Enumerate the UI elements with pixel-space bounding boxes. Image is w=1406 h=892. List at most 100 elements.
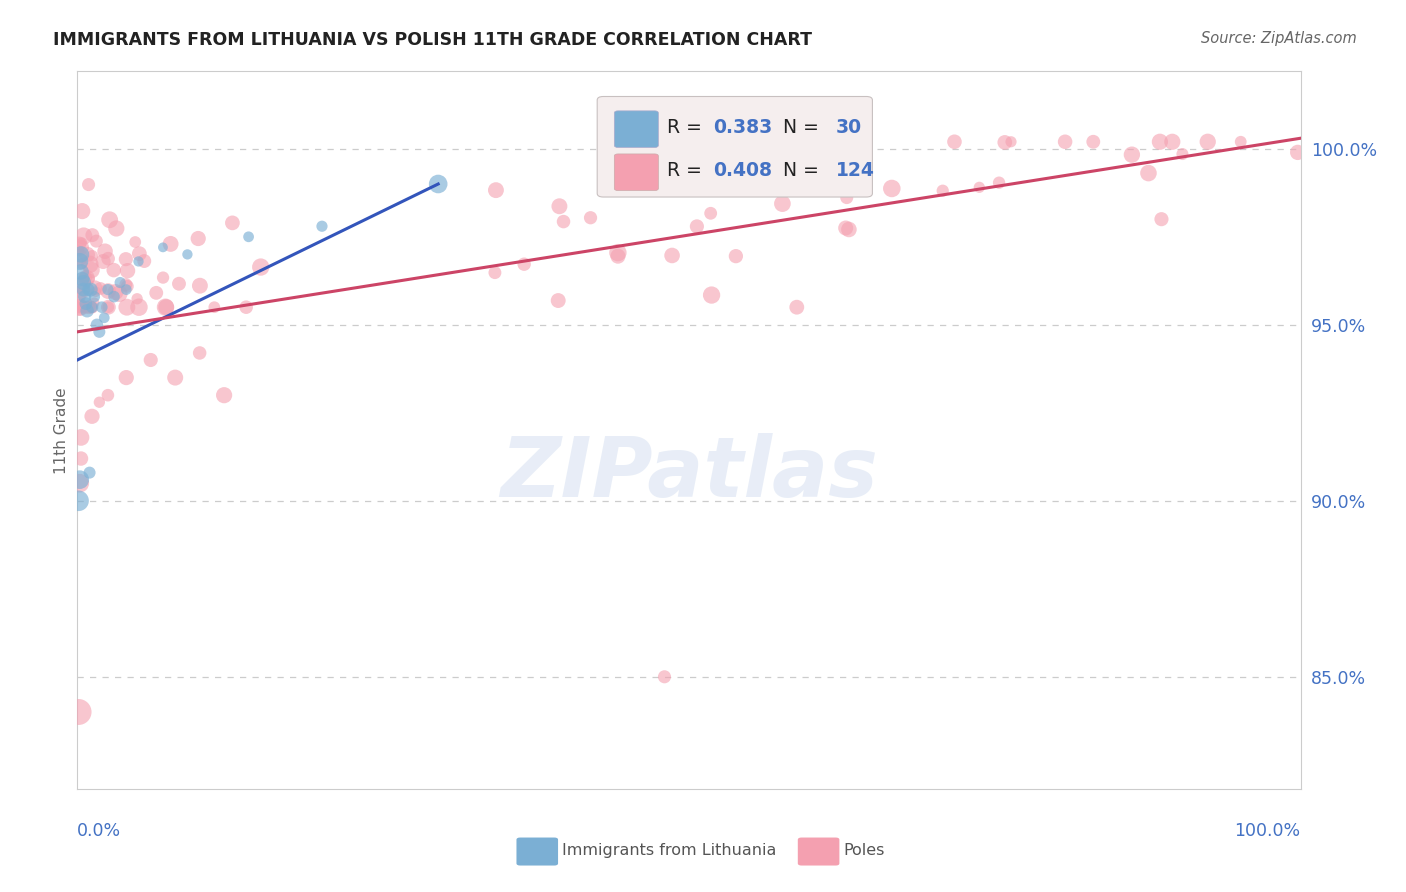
Point xyxy=(86,234,108,248)
Point xyxy=(70,247,93,261)
Point xyxy=(661,248,683,262)
Point xyxy=(76,271,98,285)
Point xyxy=(145,285,167,300)
Point xyxy=(139,353,162,368)
Point xyxy=(1121,147,1143,161)
Point xyxy=(67,288,90,302)
Point xyxy=(70,235,93,250)
Point xyxy=(70,284,93,298)
Point xyxy=(485,183,508,197)
Point xyxy=(93,310,115,325)
Point xyxy=(67,300,90,314)
Text: 124: 124 xyxy=(835,161,875,180)
Point xyxy=(124,235,146,249)
Point xyxy=(70,240,93,254)
Point xyxy=(69,254,91,268)
Text: Poles: Poles xyxy=(844,843,884,858)
Point xyxy=(1171,147,1194,161)
Point xyxy=(187,231,209,245)
Point xyxy=(80,300,103,314)
Point xyxy=(117,279,139,293)
Point xyxy=(654,670,676,684)
Point xyxy=(83,290,105,304)
Point xyxy=(82,228,104,243)
Text: R =: R = xyxy=(666,118,707,136)
Text: 0.0%: 0.0% xyxy=(77,822,121,839)
Point xyxy=(188,346,211,360)
Point xyxy=(547,293,569,308)
Point xyxy=(76,247,98,261)
Point xyxy=(84,285,107,299)
Point xyxy=(548,199,571,213)
FancyBboxPatch shape xyxy=(516,838,558,865)
Y-axis label: 11th Grade: 11th Grade xyxy=(53,387,69,474)
Point xyxy=(1054,135,1077,149)
Point xyxy=(80,283,103,297)
Point xyxy=(606,245,628,260)
Point xyxy=(70,451,93,466)
Text: 30: 30 xyxy=(835,118,862,136)
Point xyxy=(513,257,536,271)
Point xyxy=(152,270,174,285)
Point xyxy=(103,290,125,304)
FancyBboxPatch shape xyxy=(598,96,873,197)
Point xyxy=(700,288,723,302)
Point xyxy=(127,254,149,268)
Point xyxy=(249,260,271,274)
Text: 0.383: 0.383 xyxy=(713,118,773,136)
Point xyxy=(128,246,150,260)
Point xyxy=(835,191,858,205)
Point xyxy=(91,254,114,268)
Point xyxy=(786,300,808,314)
Point xyxy=(84,281,107,295)
Point xyxy=(759,136,782,150)
FancyBboxPatch shape xyxy=(614,111,658,147)
Point xyxy=(751,136,773,150)
Point xyxy=(988,176,1011,190)
Point xyxy=(553,214,575,228)
Point xyxy=(83,295,105,310)
Point xyxy=(155,300,177,314)
Point xyxy=(202,300,225,314)
Point xyxy=(105,221,128,235)
Point xyxy=(77,178,100,192)
FancyBboxPatch shape xyxy=(614,154,658,191)
Point xyxy=(97,252,120,266)
Point xyxy=(427,177,450,191)
Point xyxy=(103,263,125,277)
Text: Immigrants from Lithuania: Immigrants from Lithuania xyxy=(562,843,776,858)
Point xyxy=(797,162,820,177)
Point xyxy=(772,181,794,195)
Point xyxy=(80,263,103,277)
Text: ZIPatlas: ZIPatlas xyxy=(501,433,877,514)
Point xyxy=(69,473,91,487)
Point xyxy=(155,300,177,314)
Point xyxy=(97,283,120,297)
Point xyxy=(607,249,630,263)
Point xyxy=(108,286,131,301)
Point xyxy=(115,300,138,314)
Point xyxy=(1161,135,1184,149)
Point xyxy=(75,270,97,285)
Point xyxy=(80,300,103,314)
Point xyxy=(77,283,100,297)
Point xyxy=(73,229,96,244)
Point xyxy=(167,277,190,291)
Point xyxy=(128,300,150,314)
Point xyxy=(1286,145,1309,160)
Point xyxy=(579,211,602,225)
Point xyxy=(94,244,117,259)
Point xyxy=(72,283,94,297)
Point xyxy=(70,204,93,219)
Point xyxy=(1149,135,1171,149)
Point xyxy=(114,252,136,267)
Point xyxy=(165,370,187,384)
Point xyxy=(115,283,138,297)
Point xyxy=(724,249,747,263)
Point xyxy=(86,318,108,332)
Point xyxy=(1137,166,1160,180)
Point xyxy=(69,476,91,491)
Point xyxy=(79,257,101,271)
Point xyxy=(834,221,856,235)
Point xyxy=(994,136,1017,150)
